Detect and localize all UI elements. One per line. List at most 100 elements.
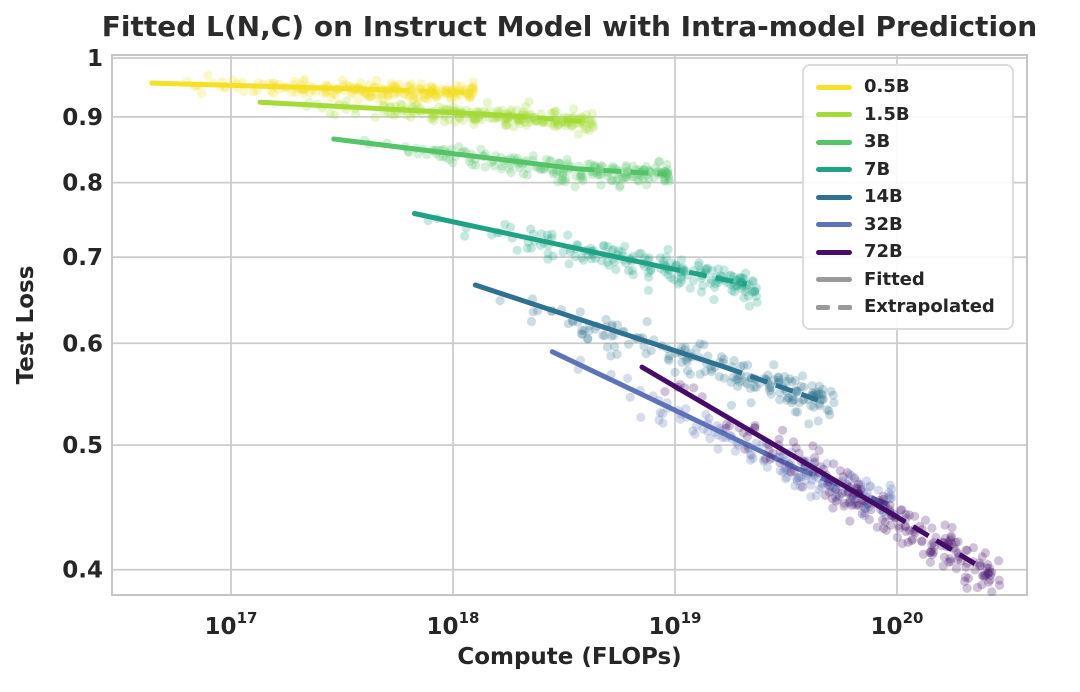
data-point: [562, 113, 572, 123]
data-point: [593, 170, 603, 180]
data-point: [298, 85, 308, 95]
data-point: [578, 172, 588, 182]
data-point: [465, 92, 475, 102]
data-point: [386, 102, 396, 112]
data-point: [480, 162, 490, 172]
data-point: [232, 79, 242, 89]
data-point: [671, 261, 681, 271]
data-point: [597, 256, 607, 266]
data-point: [654, 157, 664, 167]
data-point: [774, 375, 784, 385]
data-point: [521, 120, 532, 130]
data-point: [441, 89, 451, 99]
data-point: [727, 286, 737, 296]
data-point: [847, 471, 857, 481]
data-point: [750, 423, 760, 433]
data-point: [729, 356, 739, 366]
data-point: [513, 153, 523, 163]
data-point: [414, 83, 424, 94]
data-point: [493, 107, 504, 117]
data-point: [681, 412, 692, 422]
data-point: [519, 157, 530, 167]
data-point: [515, 119, 525, 129]
data-point: [689, 265, 699, 275]
data-point: [703, 263, 713, 273]
data-point: [446, 144, 456, 154]
data-point: [281, 82, 291, 92]
data-point: [599, 241, 609, 251]
data-point: [429, 110, 439, 120]
data-point: [849, 473, 860, 483]
data-point: [454, 113, 465, 123]
data-point: [779, 384, 790, 394]
data-point: [590, 324, 600, 334]
data-point: [578, 255, 589, 265]
x-tick-label: 1020: [871, 609, 924, 640]
data-point: [879, 523, 889, 534]
data-point: [568, 112, 578, 122]
data-point: [350, 103, 360, 114]
data-point: [586, 243, 596, 253]
data-point: [518, 169, 529, 179]
data-point: [300, 74, 310, 84]
data-point: [517, 110, 527, 120]
data-point: [853, 498, 863, 508]
data-point: [867, 494, 877, 504]
data-point: [633, 169, 643, 179]
data-point: [361, 87, 371, 97]
data-point: [644, 166, 654, 176]
data-point: [661, 261, 671, 272]
data-point: [939, 552, 950, 562]
data-point: [936, 541, 947, 551]
data-point: [574, 129, 584, 139]
data-point: [330, 110, 340, 120]
data-point: [736, 273, 746, 283]
data-point: [428, 89, 438, 99]
data-point: [476, 115, 486, 125]
data-point: [943, 539, 953, 549]
data-point: [731, 275, 742, 285]
series-72B-scatter: [660, 380, 1005, 596]
data-point: [750, 286, 760, 296]
data-point: [391, 101, 401, 111]
data-point: [695, 369, 705, 379]
data-point: [344, 81, 354, 91]
data-point: [765, 454, 775, 464]
data-point: [347, 88, 357, 98]
data-point: [594, 164, 604, 174]
data-point: [792, 476, 802, 486]
data-point: [465, 93, 475, 103]
data-point: [471, 114, 481, 124]
data-point: [580, 117, 590, 127]
data-point: [448, 89, 458, 99]
data-point: [552, 121, 563, 131]
data-point: [736, 277, 746, 287]
data-point: [448, 84, 458, 94]
data-point: [536, 109, 546, 119]
data-point: [509, 113, 519, 123]
plot-border: [111, 54, 1028, 596]
data-point: [639, 341, 649, 351]
data-point: [660, 167, 670, 178]
data-point: [719, 354, 729, 364]
data-point: [763, 370, 773, 380]
legend-swatch: [816, 167, 852, 172]
data-point: [897, 539, 907, 549]
data-point: [493, 112, 504, 122]
data-point: [532, 162, 542, 172]
data-point: [571, 244, 581, 254]
data-point: [822, 405, 832, 415]
data-point: [748, 276, 758, 287]
data-point: [469, 119, 479, 129]
data-point: [606, 369, 616, 380]
data-point: [791, 386, 801, 396]
data-point: [620, 169, 631, 179]
data-point: [387, 80, 397, 91]
data-point: [793, 386, 803, 396]
data-point: [492, 228, 502, 238]
data-point: [785, 466, 795, 476]
data-point: [292, 84, 302, 94]
data-point: [324, 86, 334, 96]
data-point: [675, 267, 685, 277]
data-point: [849, 499, 859, 509]
